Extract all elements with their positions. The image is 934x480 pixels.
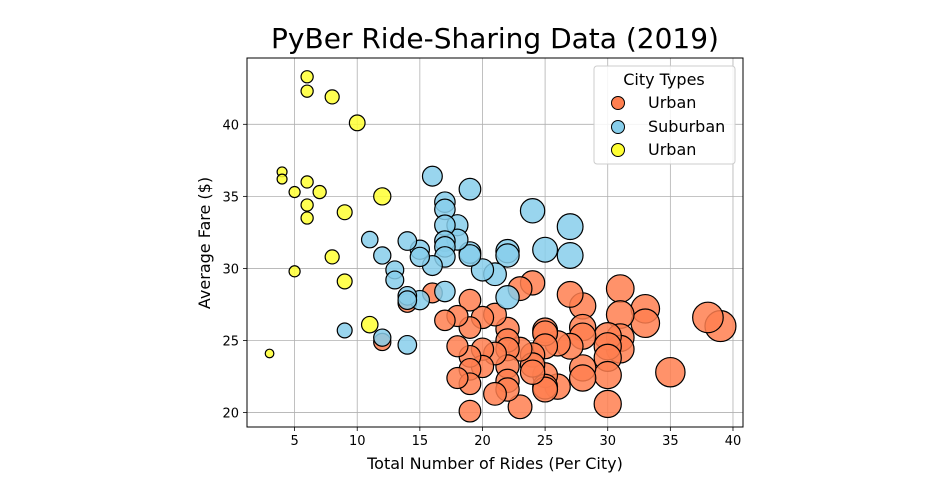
data-point [397,334,418,355]
data-point [556,280,584,308]
legend-marker-suburban [611,120,625,134]
data-point [519,359,546,385]
data-point [458,244,482,267]
data-point [276,173,288,185]
data-point [373,246,392,265]
data-point [300,198,314,212]
data-point [495,285,520,310]
series-0 [373,270,737,423]
x-tick-label: 5 [290,434,298,449]
series-2 [264,70,392,359]
data-point [556,213,584,241]
plot-frame [246,57,744,428]
data-point [324,249,340,265]
data-point [655,356,686,388]
data-point [593,360,622,390]
data-point [397,231,418,251]
legend-label-suburban: Suburban [648,117,725,136]
legend: City Types Urban Suburban Urban [593,65,736,165]
data-point [348,114,366,132]
legend-entry-suburban: Suburban [611,117,725,136]
chart-title: PyBer Ride-Sharing Data (2019) [271,22,719,55]
legend-entry-urban: Urban [611,93,696,112]
y-tick-label: 20 [222,407,239,422]
legend-label-urban: Urban [648,93,696,112]
data-point [300,211,314,225]
data-point [312,184,327,200]
data-point [446,366,469,390]
data-points [264,70,737,423]
data-point [360,315,379,334]
data-point [458,399,482,423]
series-1 [336,165,584,355]
data-point [605,274,635,304]
y-tick-label: 40 [222,118,239,133]
data-point [568,364,597,392]
y-axis-label: Average Fare ($) [195,177,214,309]
x-tick-label: 20 [474,434,491,449]
data-point [507,394,533,420]
data-point [593,389,622,419]
data-point [434,280,456,303]
data-point [458,288,482,312]
data-point [483,381,507,406]
data-point [397,290,418,311]
x-axis-ticks: 5 10 15 20 25 30 35 40 [290,427,741,449]
data-point [300,84,314,98]
data-point [532,376,559,403]
data-point [495,243,520,268]
y-tick-label: 35 [222,190,239,205]
legend-marker-rural [611,143,625,157]
legend-box [593,65,736,165]
x-axis-label: Total Number of Rides (Per City) [366,454,623,473]
data-point [336,204,353,221]
data-point [630,308,661,339]
data-point [409,246,431,268]
x-tick-label: 35 [662,434,679,449]
data-point [421,165,443,187]
y-tick-label: 30 [222,262,239,277]
data-point [288,265,301,278]
data-point [458,177,482,201]
x-tick-label: 40 [725,434,742,449]
x-tick-label: 30 [599,434,616,449]
data-point [532,236,559,263]
legend-title: City Types [623,70,705,89]
data-point [385,270,405,290]
data-point [434,309,456,332]
data-point [360,230,379,249]
data-point [692,301,724,334]
data-point [556,241,584,269]
x-tick-label: 15 [412,434,429,449]
data-point [336,273,353,290]
data-point [300,175,314,189]
x-tick-label: 25 [537,434,554,449]
data-point [373,328,392,347]
data-point [336,322,353,339]
data-point [264,348,275,359]
y-axis-ticks: 20 25 30 35 40 [222,118,247,422]
data-point [446,335,469,358]
x-tick-label: 10 [349,434,366,449]
data-point [519,198,546,224]
legend-label-rural: Urban [648,140,696,159]
data-point [373,187,392,206]
y-tick-label: 25 [222,335,239,350]
legend-marker-urban [611,96,625,110]
data-point [288,185,301,199]
data-point [300,70,314,84]
data-point [324,89,340,105]
legend-entry-rural: Urban [611,140,696,159]
